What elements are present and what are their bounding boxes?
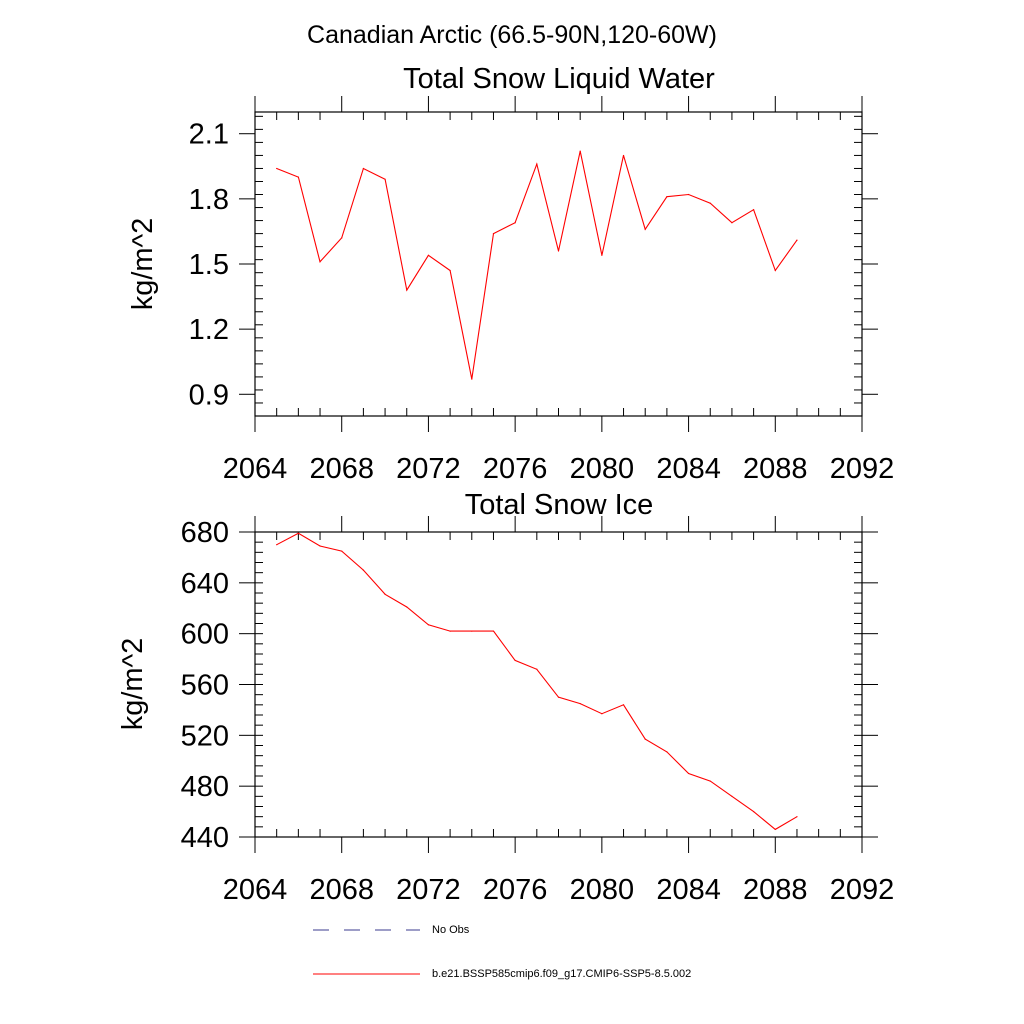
snow-ice-x-tick-label: 2088 [743, 874, 808, 906]
legend-obs-label: No Obs [432, 924, 470, 936]
snow-ice-data-point [341, 550, 343, 552]
snow-liquid-water-x-tick-label: 2072 [396, 453, 461, 485]
snow-liquid-water-data-point [622, 154, 625, 157]
legend: No Obs b.e21.BSSP585cmip6.f09_g17.CMIP6-… [313, 924, 691, 980]
figure-title: Canadian Arctic (66.5-90N,120-60W) [307, 21, 717, 49]
snow-liquid-water-data-point [319, 261, 321, 263]
snow-ice-data-point [384, 593, 386, 595]
snow-liquid-water-x-tick-label: 2064 [223, 453, 288, 485]
snow-liquid-water-data-point [536, 163, 538, 165]
snow-liquid-water-data-point [731, 222, 733, 224]
snow-ice-data-point [449, 630, 451, 632]
snow-ice-x-tick-label: 2064 [223, 874, 288, 906]
snow-ice-data-point [753, 810, 755, 813]
snow-ice-x-tick-label: 2076 [483, 874, 548, 906]
snow-liquid-water-y-tick-label: 0.9 [189, 379, 229, 411]
snow-liquid-water-data-point [427, 254, 430, 256]
snow-liquid-water-data-point [406, 289, 408, 291]
snow-ice-data-point [731, 795, 733, 797]
snow-ice-data-point [644, 738, 646, 740]
snow-ice-data-point [427, 624, 430, 626]
snow-ice-data-point [687, 772, 690, 775]
snow-ice-x-tick-label: 2084 [656, 874, 721, 906]
snow-ice-x-tick-label: 2072 [396, 874, 461, 906]
snow-liquid-water-data-point [709, 202, 711, 204]
snow-liquid-water-series-line [276, 150, 798, 380]
snow-ice-data-point [406, 606, 408, 608]
snow-ice-data-point [622, 704, 625, 706]
snow-ice-data-point [471, 630, 473, 632]
snow-liquid-water-x-tick-label: 2076 [483, 453, 548, 485]
snow-ice-data-point [796, 816, 798, 818]
snow-ice-data-point [362, 569, 364, 571]
snow-liquid-water-x-tick-label: 2084 [656, 453, 721, 485]
snow-ice-data-point [709, 780, 711, 782]
snow-ice-x-tick-label: 2080 [570, 874, 635, 906]
snow-ice-y-tick-label: 680 [181, 517, 229, 549]
snow-ice-data-point [557, 696, 560, 698]
snow-ice-y-tick-label: 600 [181, 619, 229, 651]
snow-liquid-water-y-tick-label: 1.8 [189, 184, 229, 216]
snow-ice-data-point [297, 532, 299, 534]
snow-ice-data-point [601, 713, 603, 715]
snow-ice-series-line [276, 532, 798, 831]
legend-model-label: b.e21.BSSP585cmip6.f09_g17.CMIP6-SSP5-8.… [432, 968, 691, 980]
snow-liquid-water-title: Total Snow Liquid Water [403, 63, 715, 95]
snow-liquid-water-data-point [384, 178, 386, 180]
snow-liquid-water-data-point [276, 167, 278, 170]
snow-ice-data-point [666, 751, 668, 753]
snow-ice-data-point [276, 544, 278, 546]
snow-ice-data-point [514, 659, 516, 661]
snow-liquid-water-data-point [297, 176, 299, 178]
snow-ice-y-tick-label: 560 [181, 670, 229, 702]
snow-liquid-water-x-tick-label: 2080 [570, 453, 635, 485]
snow-liquid-water-x-tick-label: 2092 [830, 453, 895, 485]
snow-liquid-water-data-point [579, 150, 581, 152]
snow-ice-panel: Total Snow Ice kg/m^2 2064 2068 2072 2076 20… [117, 489, 894, 906]
snow-ice-y-tick-label: 480 [181, 771, 229, 803]
snow-liquid-water-y-tick-label: 1.5 [189, 249, 229, 281]
snow-liquid-water-data-point [644, 228, 646, 230]
snow-liquid-water-data-point [341, 237, 343, 239]
snow-ice-data-point [319, 545, 321, 547]
snow-liquid-water-x-tick-label: 2088 [743, 453, 808, 485]
snow-liquid-water-data-point [774, 269, 776, 272]
snow-liquid-water-data-point [753, 209, 755, 211]
snow-liquid-water-data-point [601, 254, 603, 256]
snow-ice-y-tick-label: 520 [181, 720, 229, 752]
snow-ice-plot-frame [254, 531, 863, 838]
snow-liquid-water-data-point [557, 250, 560, 252]
snow-liquid-water-data-point [666, 196, 668, 198]
snow-ice-x-tick-label: 2068 [309, 874, 374, 906]
snow-liquid-water-y-tick-label: 1.2 [189, 314, 229, 346]
snow-liquid-water-data-point [796, 239, 798, 241]
snow-liquid-water-x-tick-label: 2068 [309, 453, 374, 485]
snow-ice-title: Total Snow Ice [465, 489, 654, 521]
snow-liquid-water-data-point [514, 222, 516, 224]
snow-liquid-water-data-point [362, 167, 364, 170]
snow-liquid-water-y-axis-label: kg/m^2 [127, 218, 159, 311]
snow-ice-y-tick-label: 440 [181, 822, 229, 854]
snow-liquid-water-plot-frame [254, 111, 863, 417]
snow-ice-y-tick-label: 640 [181, 568, 229, 600]
snow-ice-data-point [579, 702, 581, 705]
snow-ice-x-tick-label: 2092 [830, 874, 895, 906]
snow-liquid-water-data-point [687, 193, 690, 196]
snow-liquid-water-data-point [449, 269, 451, 272]
snow-ice-data-point [536, 668, 538, 670]
snow-liquid-water-panel: Total Snow Liquid Water kg/m^2 2064 2068 2… [127, 63, 894, 485]
snow-liquid-water-data-point [471, 378, 473, 380]
snow-ice-data-point [492, 630, 495, 632]
snow-liquid-water-data-point [492, 233, 495, 235]
snow-ice-y-axis-label: kg/m^2 [117, 638, 149, 731]
snow-liquid-water-y-tick-label: 2.1 [189, 119, 229, 151]
snow-ice-data-point [774, 828, 776, 830]
